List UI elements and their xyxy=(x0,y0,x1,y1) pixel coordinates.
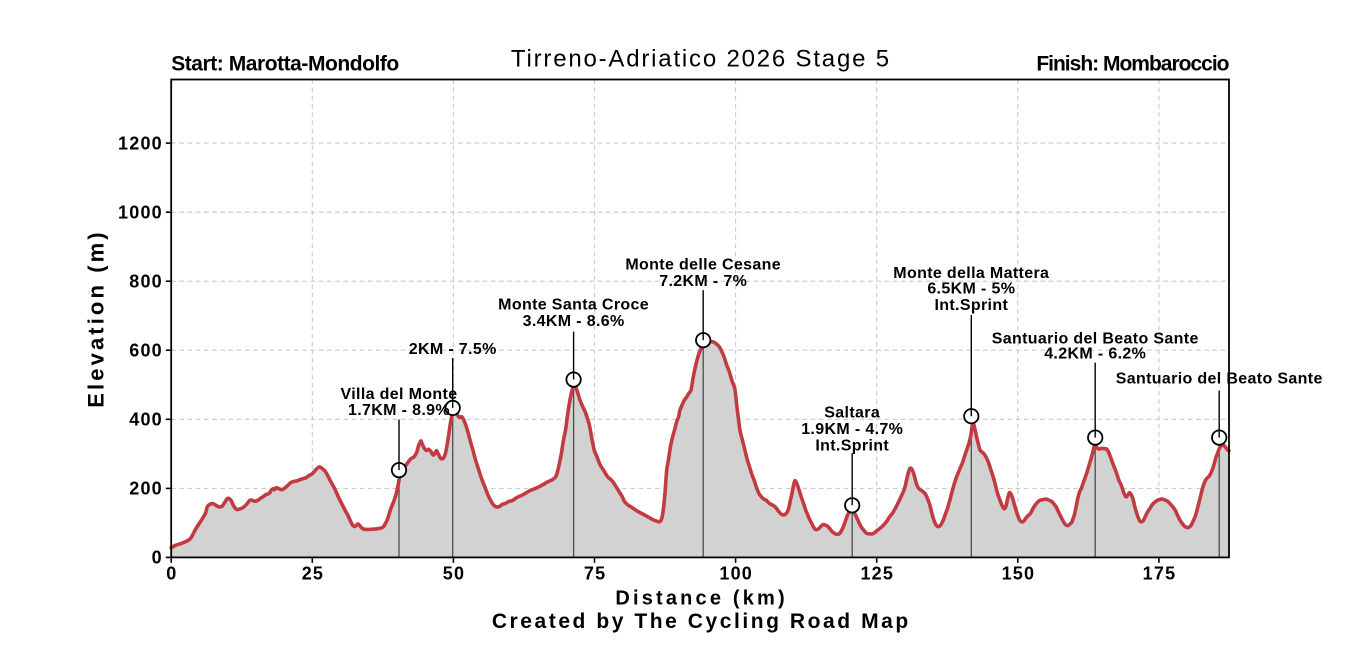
svg-text:Monte delle Cesane: Monte delle Cesane xyxy=(625,256,781,273)
svg-text:600: 600 xyxy=(129,341,163,361)
svg-text:Int.Sprint: Int.Sprint xyxy=(815,438,889,455)
svg-text:Villa del Monte: Villa del Monte xyxy=(341,386,458,403)
svg-text:800: 800 xyxy=(129,272,163,292)
svg-text:25: 25 xyxy=(302,564,324,584)
svg-text:Tirreno-Adriatico 2026 Stage 5: Tirreno-Adriatico 2026 Stage 5 xyxy=(511,45,891,72)
svg-text:Santuario del Beato Sante: Santuario del Beato Sante xyxy=(1116,370,1323,387)
svg-text:6.5KM - 5%: 6.5KM - 5% xyxy=(927,280,1015,297)
svg-text:Saltara: Saltara xyxy=(824,405,880,422)
svg-text:Monte Santa Croce: Monte Santa Croce xyxy=(498,296,649,313)
svg-text:Created by The Cycling Road Ma: Created by The Cycling Road Map xyxy=(492,610,911,633)
svg-text:50: 50 xyxy=(443,564,465,584)
svg-text:Finish: Mombaroccio: Finish: Mombaroccio xyxy=(1036,53,1228,76)
svg-text:Elevation (m): Elevation (m) xyxy=(84,229,109,407)
svg-text:200: 200 xyxy=(129,479,163,499)
svg-text:0: 0 xyxy=(152,548,163,568)
svg-text:Distance (km): Distance (km) xyxy=(615,588,787,610)
svg-text:7.2KM - 7%: 7.2KM - 7% xyxy=(659,273,747,290)
svg-text:2KM - 7.5%: 2KM - 7.5% xyxy=(409,341,497,358)
svg-text:400: 400 xyxy=(129,410,163,430)
svg-text:150: 150 xyxy=(1002,564,1036,584)
svg-text:0: 0 xyxy=(166,564,177,584)
svg-text:Start: Marotta-Mondolfo: Start: Marotta-Mondolfo xyxy=(171,53,399,76)
svg-text:1.9KM - 4.7%: 1.9KM - 4.7% xyxy=(801,421,903,438)
svg-text:3.4KM - 8.6%: 3.4KM - 8.6% xyxy=(523,313,625,330)
svg-text:1200: 1200 xyxy=(118,133,163,153)
svg-text:Int.Sprint: Int.Sprint xyxy=(934,297,1008,314)
svg-text:Santuario del Beato Sante: Santuario del Beato Sante xyxy=(992,330,1199,347)
svg-text:75: 75 xyxy=(584,564,606,584)
svg-text:100: 100 xyxy=(719,564,753,584)
svg-text:175: 175 xyxy=(1143,564,1177,584)
svg-text:4.2KM - 6.2%: 4.2KM - 6.2% xyxy=(1044,345,1146,362)
svg-text:125: 125 xyxy=(860,564,894,584)
svg-text:Monte della Mattera: Monte della Mattera xyxy=(893,265,1049,282)
svg-text:1000: 1000 xyxy=(118,203,163,223)
svg-text:1.7KM - 8.9%: 1.7KM - 8.9% xyxy=(348,402,450,419)
